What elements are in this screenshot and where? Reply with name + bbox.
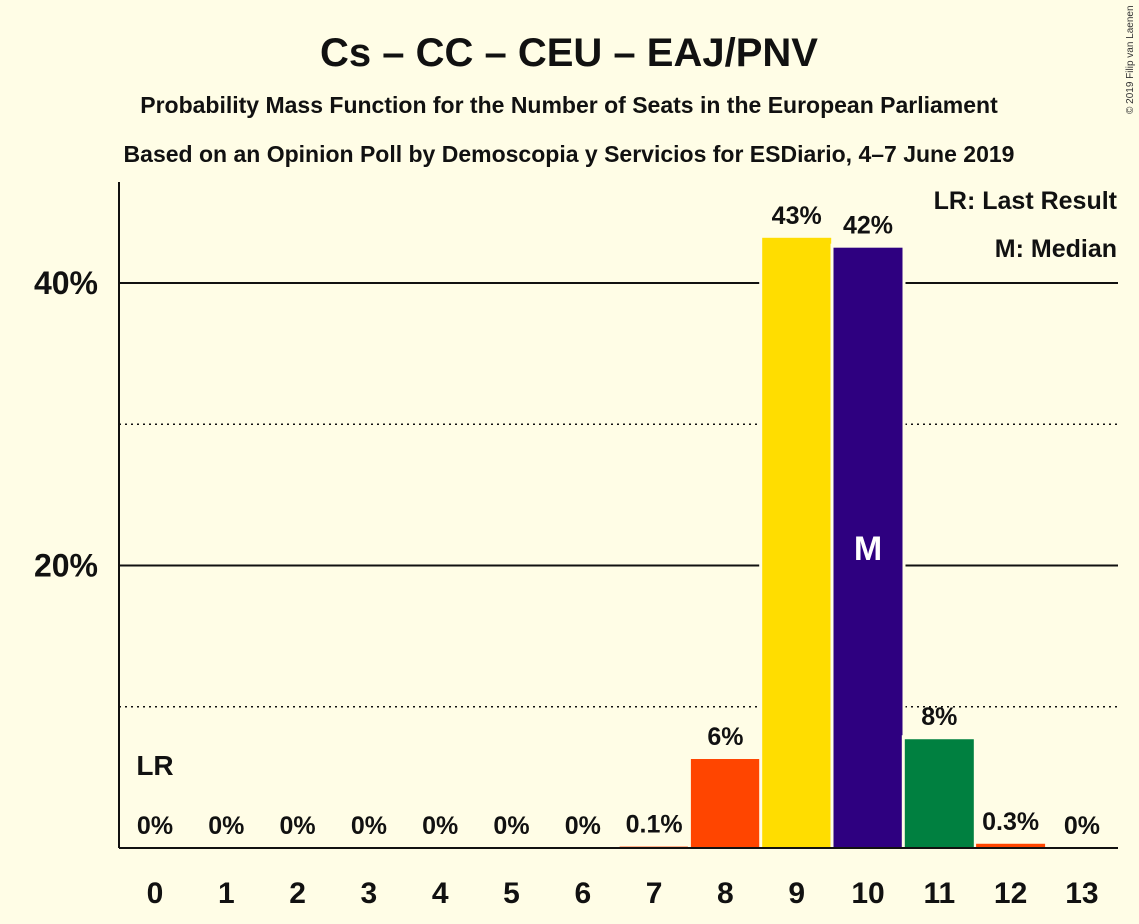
x-tick-11: 11 bbox=[923, 877, 955, 910]
x-tick-5: 5 bbox=[503, 877, 520, 910]
data-label-8: 6% bbox=[707, 723, 743, 751]
copyright: © 2019 Filip van Laenen bbox=[1125, 5, 1136, 114]
x-tick-10: 10 bbox=[851, 877, 884, 910]
data-label-11: 8% bbox=[921, 703, 957, 731]
x-tick-13: 13 bbox=[1065, 877, 1098, 910]
x-tick-7: 7 bbox=[646, 877, 663, 910]
data-label-3: 0% bbox=[351, 812, 387, 840]
data-label-4: 0% bbox=[422, 812, 458, 840]
data-label-6: 0% bbox=[565, 812, 601, 840]
legend-last-result: LR: Last Result bbox=[934, 187, 1118, 215]
data-label-9: 43% bbox=[772, 202, 822, 230]
x-tick-2: 2 bbox=[289, 877, 306, 910]
data-label-10: 42% bbox=[843, 212, 893, 240]
x-tick-1: 1 bbox=[218, 877, 235, 910]
last-result-marker: LR bbox=[136, 750, 173, 781]
x-tick-6: 6 bbox=[574, 877, 591, 910]
data-label-12: 0.3% bbox=[982, 808, 1039, 836]
bars bbox=[619, 233, 1046, 849]
x-tick-0: 0 bbox=[147, 877, 164, 910]
bar-11 bbox=[904, 739, 974, 848]
data-label-0: 0% bbox=[137, 812, 173, 840]
x-tick-3: 3 bbox=[361, 877, 378, 910]
data-labels: 0% 0% 0% 0% 0% 0% 0% 0.1% 6% 43% 42% 8% 0.3% 0% M bbox=[137, 202, 1100, 840]
median-marker: M bbox=[854, 530, 882, 568]
data-label-5: 0% bbox=[493, 812, 529, 840]
data-label-13: 0% bbox=[1064, 812, 1100, 840]
data-label-7: 0.1% bbox=[626, 811, 683, 839]
bar-12 bbox=[976, 843, 1046, 848]
y-tick-labels: 20% 40% bbox=[34, 265, 98, 584]
bar-8 bbox=[690, 759, 760, 848]
x-tick-labels: 0 1 2 3 4 5 6 7 8 9 10 11 12 13 bbox=[147, 877, 1099, 910]
x-tick-9: 9 bbox=[788, 877, 805, 910]
x-tick-8: 8 bbox=[717, 877, 734, 910]
x-tick-4: 4 bbox=[432, 877, 449, 910]
legend-median: M: Median bbox=[995, 235, 1117, 263]
y-tick-40: 40% bbox=[34, 265, 98, 301]
bar-9 bbox=[762, 237, 832, 849]
grid bbox=[119, 282, 1118, 708]
x-tick-12: 12 bbox=[994, 877, 1027, 910]
data-label-1: 0% bbox=[208, 812, 244, 840]
data-label-2: 0% bbox=[280, 812, 316, 840]
chart-subtitle-1: Probability Mass Function for the Number… bbox=[140, 92, 998, 118]
bar-10 bbox=[833, 247, 903, 848]
chart-title: Cs – CC – CEU – EAJ/PNV bbox=[320, 31, 818, 75]
chart-subtitle-2: Based on an Opinion Poll by Demoscopia y… bbox=[124, 141, 1015, 167]
y-tick-20: 20% bbox=[34, 548, 98, 584]
